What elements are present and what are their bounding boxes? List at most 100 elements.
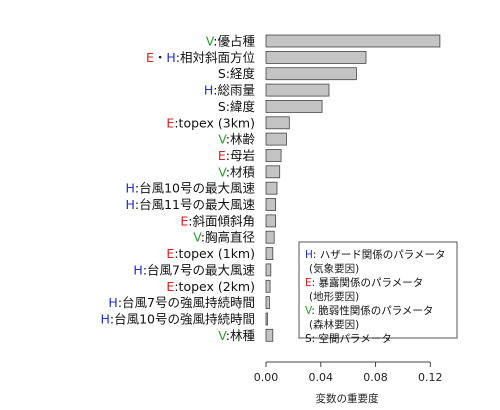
bar: [265, 312, 268, 326]
x-tick-label: 0.12: [418, 371, 443, 384]
category-label: E:topex (1km): [166, 246, 255, 261]
category-prefix: V: [218, 328, 227, 343]
category-label: S:緯度: [218, 99, 256, 114]
category-name: :材積: [226, 164, 256, 179]
category-prefix: V: [193, 230, 202, 245]
x-tick-label: 0.08: [363, 371, 388, 384]
legend-key: S: [305, 333, 312, 345]
x-tick-label: 0.00: [254, 371, 279, 384]
bar: [265, 181, 278, 195]
category-prefix: E: [166, 246, 174, 261]
category-name: :斜面傾斜角: [188, 213, 255, 228]
category-prefix: V: [206, 34, 215, 49]
category-label: E・H:相対斜面方位: [146, 50, 255, 65]
bar: [265, 165, 281, 179]
category-label: V:材積: [218, 164, 255, 179]
category-prefix: E: [166, 279, 174, 294]
category-name: :緯度: [226, 99, 256, 114]
category-prefix: H: [108, 295, 117, 310]
legend-entry: H: ハザード関係のパラメータ: [305, 249, 445, 261]
bar: [265, 247, 274, 261]
category-label: S:経度: [218, 66, 256, 81]
bar: [265, 263, 272, 277]
category-name: :優占種: [213, 34, 255, 49]
category-name: :台風10号の最大風速: [135, 181, 256, 196]
legend-text: : 暴露関係のパラメータ: [312, 277, 424, 289]
category-label: E:母岩: [218, 148, 255, 163]
category-name: :経度: [226, 66, 256, 81]
legend-entry: V: 脆弱性関係のパラメータ: [305, 304, 433, 317]
category-label: E:topex (3km): [166, 115, 255, 130]
x-axis: 0.00 0.04 0.08 0.12: [254, 361, 443, 384]
legend-text: : 脆弱性関係のパラメータ: [311, 304, 433, 317]
category-name: :胸高直径: [201, 230, 255, 245]
category-prefix: H: [125, 181, 134, 196]
bar: [265, 116, 290, 130]
category-label: H:台風11号の最大風速: [125, 197, 255, 212]
legend-key: H: [305, 249, 313, 261]
category-label: H:台風7号の最大風速: [133, 262, 255, 277]
legend-key: V: [305, 305, 313, 317]
category-prefix: V: [218, 132, 227, 147]
category-prefix: E: [218, 148, 226, 163]
category-label: E:斜面傾斜角: [180, 213, 255, 228]
legend-box: [298, 241, 458, 339]
bar: [265, 198, 277, 211]
category-label: V:林種: [218, 328, 255, 343]
legend: H: ハザード関係のパラメータ(気象要因) E: 暴露関係のパラメータ(地形要因)…: [298, 241, 458, 345]
category-prefix: H: [204, 83, 213, 98]
legend-subtext: (地形要因): [309, 290, 359, 303]
category-prefix: H: [133, 262, 142, 277]
bar: [265, 214, 277, 228]
category-name: :林種: [226, 328, 256, 343]
bar: [265, 83, 330, 97]
bar: [265, 149, 282, 162]
bar: [265, 67, 357, 81]
category-prefix: E: [180, 213, 188, 228]
legend-text: : 空間パラメータ: [312, 332, 392, 345]
legend-entry: S: 空間パラメータ: [305, 332, 392, 345]
category-label: H:総雨量: [204, 83, 255, 98]
category-name: :相対斜面方位: [176, 50, 255, 65]
bar: [265, 34, 441, 48]
category-prefix: H: [100, 312, 109, 327]
category-name: :総雨量: [213, 83, 255, 98]
category-prefix: S: [218, 99, 226, 114]
category-prefix: H: [125, 197, 134, 212]
category-label: H:台風10号の強風持続時間: [100, 312, 255, 327]
category-prefix: E: [146, 50, 154, 65]
category-label: V:胸高直径: [193, 230, 255, 245]
category-name: :topex (3km): [174, 115, 255, 130]
bar-group: [265, 34, 441, 342]
category-label: V:優占種: [206, 34, 256, 49]
legend-subtext: (森林要因): [309, 318, 359, 331]
x-tick-label: 0.04: [309, 371, 334, 384]
category-prefix: E: [166, 115, 174, 130]
bar: [265, 100, 323, 113]
category-name: :台風7号の最大風速: [143, 262, 256, 277]
bar: [265, 328, 274, 342]
legend-entry: E: 暴露関係のパラメータ: [305, 277, 423, 289]
category-label: H:台風10号の最大風速: [125, 181, 255, 196]
category-name: :母岩: [226, 148, 255, 163]
bar: [265, 132, 287, 146]
category-prefix: S: [218, 66, 226, 81]
category-label: E:topex (2km): [166, 279, 255, 294]
legend-subtext: (気象要因): [309, 262, 359, 275]
category-name: :台風7号の強風持続時間: [118, 295, 255, 310]
category-label: H:台風7号の強風持続時間: [108, 295, 255, 310]
category-label: V:林齢: [218, 132, 255, 147]
category-prefix: ・: [154, 50, 167, 65]
category-prefix: V: [218, 164, 227, 179]
legend-text: : ハザード関係のパラメータ: [313, 249, 446, 261]
bar: [265, 279, 271, 293]
category-name: :topex (1km): [174, 246, 255, 261]
bar: [265, 51, 367, 64]
bar: [265, 230, 275, 244]
category-name: :台風10号の強風持続時間: [110, 312, 255, 327]
category-prefix: H: [166, 50, 175, 65]
category-name: :台風11号の最大風速: [135, 197, 256, 212]
legend-key: E: [305, 277, 312, 289]
